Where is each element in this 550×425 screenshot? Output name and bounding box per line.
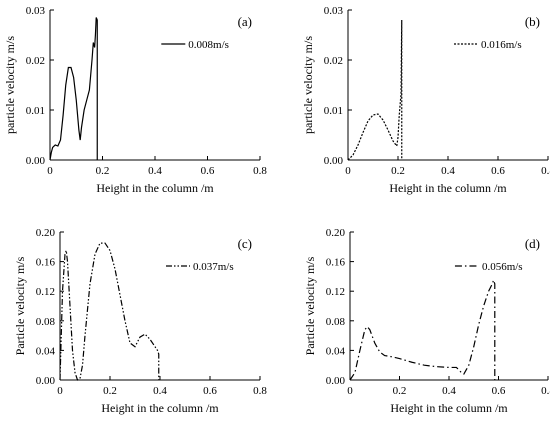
x-axis-label: Height in the column /m (390, 401, 508, 415)
x-tick-label: 0.6 (203, 385, 217, 397)
y-tick-label: 0.00 (26, 155, 46, 167)
series-line (59, 242, 160, 381)
legend-label: 0.056m/s (482, 261, 523, 273)
y-axis-label: Particle velocity m/s (303, 256, 317, 355)
y-tick-label: 0.16 (326, 257, 346, 269)
chart-panel: 0 0.2 0.4 0.6 0.8 0.00 0.01 0.02 0.03 Height in t… (3, 5, 267, 195)
x-tick-label: 0.4 (153, 385, 167, 397)
panel-label: (b) (525, 14, 540, 29)
y-tick-label: 0.04 (326, 345, 346, 357)
x-tick-label: 0 (57, 385, 63, 397)
chart-panel: 0 0.2 0.4 0.6 0.8 0.00 0.01 0.02 0.03 Height in t… (301, 5, 550, 195)
x-tick-label: 0.6 (492, 385, 506, 397)
y-tick-label: 0.02 (26, 55, 45, 67)
legend-label: 0.016m/s (481, 39, 522, 51)
y-axis-label: particle velocity m/s (3, 36, 17, 134)
x-axis-label: Height in the column /m (101, 401, 219, 415)
y-tick-label: 0.20 (326, 227, 346, 239)
y-tick-label: 0.04 (36, 345, 56, 357)
x-axis-label: Height in the column /m (389, 181, 507, 195)
x-tick-label: 0.2 (96, 165, 110, 177)
series-line (347, 19, 403, 161)
y-axis-label: particle velocity m/s (301, 36, 315, 134)
y-tick-label: 0.12 (326, 286, 345, 298)
x-tick-label: 0.2 (391, 165, 405, 177)
y-tick-label: 0.01 (324, 105, 343, 117)
legend-label: 0.008m/s (188, 39, 229, 51)
x-tick-label: 0.6 (201, 165, 215, 177)
y-tick-label: 0.00 (326, 375, 346, 387)
x-tick-label: 0.8 (253, 385, 267, 397)
y-tick-label: 0.20 (36, 227, 56, 239)
x-tick-label: 0 (47, 165, 53, 177)
panel-label: (c) (238, 236, 252, 251)
y-tick-label: 0.00 (324, 155, 344, 167)
legend-label: 0.037m/s (193, 261, 234, 273)
panel-label: (d) (525, 236, 540, 251)
y-tick-label: 0.12 (36, 286, 55, 298)
y-tick-label: 0.00 (36, 375, 56, 387)
series-line (349, 278, 496, 381)
y-tick-label: 0.16 (36, 257, 56, 269)
x-tick-label: 0.2 (393, 385, 407, 397)
y-tick-label: 0.03 (26, 5, 46, 17)
series-line (49, 17, 98, 161)
x-tick-label: 0.2 (103, 385, 117, 397)
x-tick-label: 0.6 (491, 165, 505, 177)
chart-panel: 0 0.2 0.4 0.6 0.8 0.00 0.04 0.08 0.12 0.16 0.20 Hei… (303, 227, 550, 415)
y-tick-label: 0.01 (26, 105, 45, 117)
x-tick-label: 0 (345, 165, 351, 177)
x-axis-label: Height in the column /m (96, 181, 214, 195)
x-tick-label: 0.4 (442, 385, 456, 397)
y-tick-label: 0.08 (36, 316, 56, 328)
x-tick-label: 0.4 (148, 165, 162, 177)
x-tick-label: 0.8 (253, 165, 267, 177)
chart-panel: 0 0.2 0.4 0.6 0.8 0.00 0.04 0.08 0.12 0.16 0.20 Hei… (13, 227, 267, 415)
y-tick-label: 0.03 (324, 5, 344, 17)
y-axis-label: Particle velocity m/s (13, 256, 27, 355)
x-tick-label: 0.8 (541, 385, 550, 397)
panel-label: (a) (238, 14, 252, 29)
y-tick-label: 0.02 (324, 55, 343, 67)
y-tick-label: 0.08 (326, 316, 346, 328)
x-tick-label: 0.8 (541, 165, 550, 177)
x-tick-label: 0 (347, 385, 353, 397)
x-tick-label: 0.4 (441, 165, 455, 177)
